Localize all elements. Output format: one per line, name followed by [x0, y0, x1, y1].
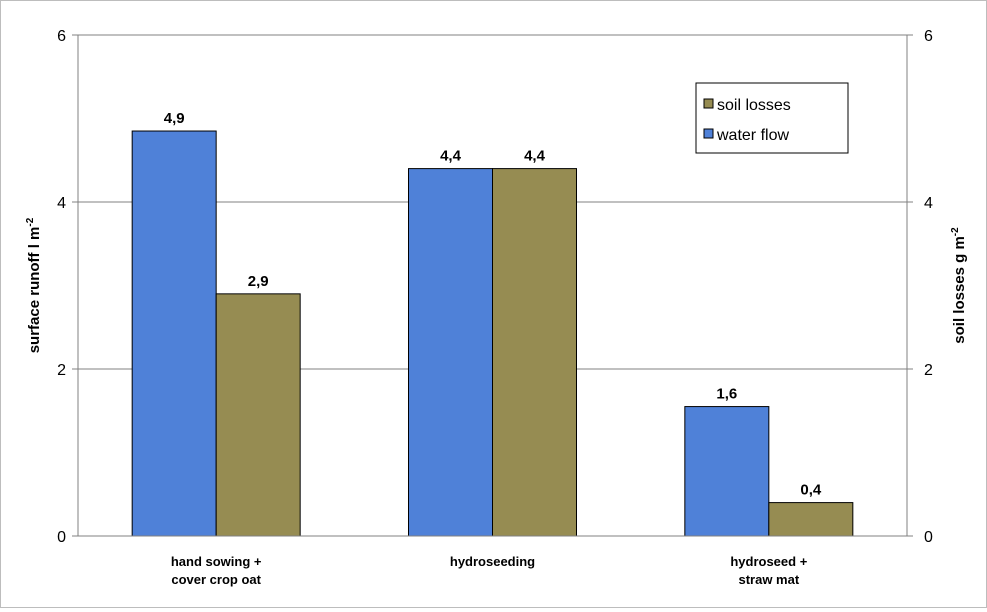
left-tick-label: 0 — [57, 529, 66, 546]
right-axis-title-text: soil losses g m — [951, 236, 968, 344]
left-axis-title-superscript: -2 — [25, 217, 36, 226]
legend-label: water flow — [716, 127, 789, 144]
right-tick-label: 0 — [924, 529, 933, 546]
category-label: hydroseed + — [730, 554, 807, 569]
left-axis-title: surface runoff l m-2 — [25, 217, 43, 353]
legend-swatch — [703, 98, 714, 109]
bar-soil-losses — [215, 293, 301, 537]
data-label: 4,9 — [164, 110, 185, 127]
bars — [131, 130, 854, 537]
left-tick-label: 6 — [57, 28, 66, 45]
data-label: 4,4 — [440, 148, 462, 165]
category-label: cover crop oat — [171, 572, 261, 587]
bar-water-flow — [131, 130, 217, 537]
left-axis-title-text: surface runoff l m — [26, 227, 43, 354]
right-tick-label: 2 — [924, 362, 933, 379]
data-label: 2,9 — [248, 273, 269, 290]
left-tick-label: 2 — [57, 362, 66, 379]
right-tick-label: 4 — [924, 195, 933, 212]
legend: soil losses water flow — [695, 82, 849, 154]
legend-label: soil losses — [717, 97, 791, 114]
axes: 0 2 4 6 0 2 4 6 hand sowing + cover crop oat hydro… — [25, 28, 968, 587]
data-label: 1,6 — [716, 386, 737, 403]
bar-water-flow — [408, 168, 493, 537]
category-label: hand sowing + — [171, 554, 262, 569]
left-tick-label: 4 — [57, 195, 66, 212]
data-label: 4,4 — [524, 148, 546, 165]
right-axis-title: soil losses g m-2 — [950, 227, 968, 344]
data-label: 0,4 — [800, 482, 822, 499]
right-axis-title-superscript: -2 — [950, 227, 961, 236]
legend-box — [695, 82, 849, 154]
bar-soil-losses — [492, 168, 577, 537]
legend-swatch — [703, 128, 714, 139]
bar-water-flow — [684, 406, 770, 537]
category-label: straw mat — [738, 572, 799, 587]
category-label: hydroseeding — [450, 554, 535, 569]
data-labels: 4,9 2,9 4,4 4,4 1,6 0,4 — [164, 110, 822, 499]
right-tick-label: 6 — [924, 28, 933, 45]
bar-soil-losses — [768, 502, 854, 537]
